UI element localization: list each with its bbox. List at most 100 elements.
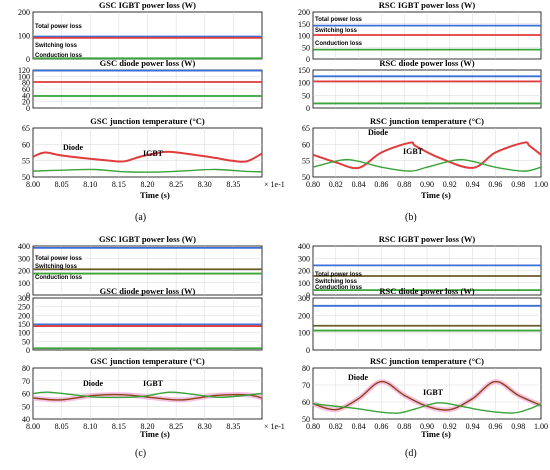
y-tick-label: 300: [18, 254, 30, 263]
y-tick-label: 150: [298, 66, 310, 75]
x-axis-label: Time (s): [140, 429, 170, 439]
x-tick-label: 1.00: [534, 422, 548, 431]
x-tick-label: 8.15: [112, 180, 126, 189]
panel-b-subplot-1: 0 50 100 150 RSC diode power loss (W): [298, 58, 542, 113]
subplot-title: GSC diode power loss (W): [100, 58, 196, 68]
x-tick-label: 0.98: [511, 180, 525, 189]
x-tick-label: 0.80: [306, 422, 320, 431]
subplot-title: GSC IGBT power loss (W): [99, 0, 196, 10]
y-tick-label: 55: [22, 157, 30, 166]
series-line-igbt: [312, 158, 542, 172]
y-tick-label: 100: [18, 279, 30, 288]
y-tick-label: 40: [22, 415, 30, 424]
y-tick-label: 20: [22, 98, 30, 107]
y-tick-label: 100: [298, 32, 310, 41]
subplot-title: GSC IGBT power loss (W): [99, 234, 196, 244]
subplot-title: RSC IGBT power loss (W): [379, 0, 476, 10]
x-tick-label: 8.20: [141, 180, 155, 189]
y-tick-label: 200: [298, 267, 310, 276]
y-tick-label: 400: [298, 242, 310, 251]
annotation-conduction-loss: Conduction loss: [35, 53, 83, 59]
x-tick-label: 8.25: [169, 180, 183, 189]
y-tick-label: 50: [302, 173, 310, 182]
panel-a-subplot-2: 50 55 60 65 GSC junction temperature (°C) Dio…: [22, 116, 263, 182]
x-axis-label: Time (s): [140, 190, 170, 200]
y-tick-label: 100: [298, 329, 310, 338]
panel-a-subplot-0: 0 100 200 GSC IGBT power loss (W) Total powe…: [18, 0, 263, 64]
y-tick-label: 60: [302, 140, 310, 149]
x-tick-label: 0.82: [329, 422, 343, 431]
y-tick-label: 80: [302, 364, 310, 373]
annotation-conduction-loss: Conduction loss: [35, 275, 83, 281]
annotation-igbt: IGBT: [143, 149, 164, 158]
annotation-total-power-loss: Total power loss: [315, 272, 363, 278]
annotation-conduction-loss: Conduction loss: [315, 41, 363, 47]
y-tick-label: 400: [18, 242, 30, 251]
subplot-title: RSC diode power loss (W): [379, 286, 474, 296]
x-tick-label: 0.90: [420, 180, 434, 189]
y-tick-label: 150: [298, 20, 310, 29]
x-tick-label: 8.35: [226, 422, 240, 431]
panel-c: 0 100 200 300 400 GSC IGBT power loss (W) Tota…: [18, 234, 285, 459]
y-tick-label: 200: [18, 267, 30, 276]
y-tick-label: 80: [22, 79, 30, 88]
subplot-title: RSC junction temperature (°C): [370, 356, 484, 366]
series-line-igbt: [32, 391, 263, 399]
series-line-diode: [32, 150, 263, 163]
y-tick-label: 100: [18, 32, 30, 41]
subplot-title: RSC diode power loss (W): [379, 58, 474, 68]
y-tick-label: 65: [302, 124, 310, 133]
panel-caption: (a): [135, 212, 146, 223]
y-tick-label: 60: [22, 140, 30, 149]
y-tick-label: 0: [306, 291, 310, 300]
series-line-igbt: [312, 402, 542, 414]
x-tick-label: 0.82: [329, 180, 343, 189]
panel-b: 0 50 100 150 200 RSC IGBT power loss (W) Total…: [298, 0, 548, 223]
x-multiplier: × 1e-1: [264, 180, 285, 189]
x-tick-label: 0.96: [488, 180, 502, 189]
panel-caption: (c): [135, 448, 146, 459]
y-tick-label: 0: [26, 55, 30, 64]
y-tick-label: 100: [18, 329, 30, 338]
panel-d: 0 100 200 300 400 RSC IGBT power loss (W) Tota…: [298, 234, 548, 459]
x-tick-label: 0.98: [511, 422, 525, 431]
y-tick-label: 60: [22, 390, 30, 399]
x-tick-label: 0.96: [488, 422, 502, 431]
annotation-diode: Diode: [368, 128, 388, 137]
x-tick-label: 8.30: [198, 180, 212, 189]
annotation-diode: Diode: [63, 143, 83, 152]
x-tick-label: 8.10: [83, 422, 97, 431]
annotation-total-power-loss: Total power loss: [315, 17, 363, 23]
y-tick-label: 200: [298, 311, 310, 320]
x-tick-label: 8.30: [198, 422, 212, 431]
panel-caption: (d): [405, 448, 417, 459]
annotation-igbt: IGBT: [423, 388, 444, 397]
panel-b-subplot-0: 0 50 100 150 200 RSC IGBT power loss (W) Total…: [298, 0, 542, 64]
annotation-switching-loss: Switching loss: [35, 264, 78, 270]
annotation-diode: Diode: [83, 379, 103, 388]
y-tick-label: 0: [26, 346, 30, 355]
x-tick-label: 8.05: [55, 422, 69, 431]
x-tick-label: 0.94: [466, 180, 480, 189]
y-tick-label: 300: [18, 294, 30, 303]
x-tick-label: 8.00: [26, 180, 40, 189]
x-tick-label: 8.05: [55, 180, 69, 189]
y-tick-label: 50: [22, 402, 30, 411]
x-tick-label: 0.88: [397, 180, 411, 189]
annotation-switching-loss: Switching loss: [315, 279, 358, 285]
x-axis-label: Time (s): [421, 429, 451, 439]
subplot-title: RSC IGBT power loss (W): [379, 234, 476, 244]
annotation-igbt: IGBT: [143, 379, 164, 388]
annotation-total-power-loss: Total power loss: [35, 256, 83, 262]
x-tick-label: 0.88: [397, 422, 411, 431]
x-tick-label: 0.90: [420, 422, 434, 431]
y-tick-label: 50: [302, 91, 310, 100]
y-tick-label: 0: [306, 104, 310, 113]
annotation-switching-loss: Switching loss: [315, 28, 358, 34]
panel-d-subplot-2: 50 60 70 80 RSC junction temperature (°C)Dio…: [302, 356, 543, 424]
x-tick-label: 0.92: [443, 422, 457, 431]
y-tick-label: 120: [18, 66, 30, 75]
